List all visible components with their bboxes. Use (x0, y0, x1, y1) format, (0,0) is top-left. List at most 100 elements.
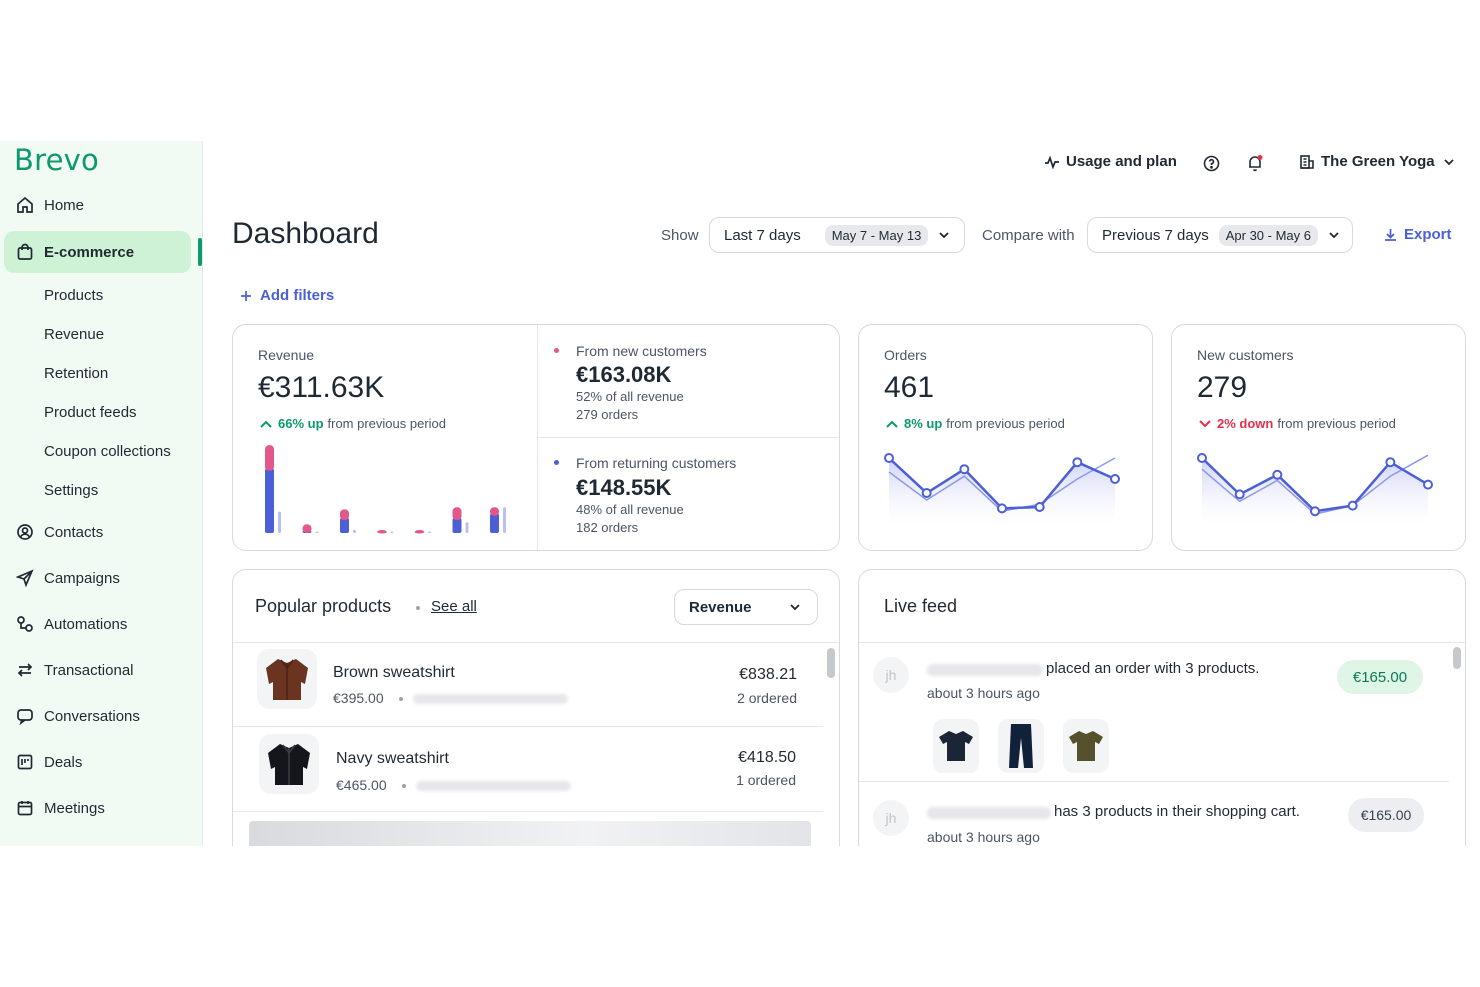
new-customers-trend-text: from previous period (1277, 416, 1396, 431)
notifications-button[interactable] (1246, 154, 1264, 172)
sidebar-item-deals[interactable]: Deals (4, 741, 191, 783)
revenue-trend-text: from previous period (327, 416, 447, 431)
customer-name-redacted (927, 807, 1051, 819)
bar-previous (353, 529, 356, 533)
orders-trend-value: 8% up (904, 416, 943, 431)
automation-icon (14, 613, 36, 635)
export-label: Export (1404, 226, 1452, 243)
brown-sweatshirt-icon (257, 649, 317, 709)
account-switcher[interactable]: The Green Yoga (1299, 153, 1455, 170)
sidebar-subitem-coupon-collections[interactable]: Coupon collections (44, 443, 171, 460)
popular-products-panel: Popular products See all Revenue Brown s… (232, 569, 840, 846)
sidebar-item-label: Contacts (44, 523, 104, 541)
bar-previous (503, 507, 506, 533)
scrollbar-thumb[interactable] (827, 648, 835, 678)
usage-and-plan-button[interactable]: Usage and plan (1044, 153, 1177, 170)
product-price: €395.00 (333, 690, 384, 706)
sidebar-subitem-product-feeds[interactable]: Product feeds (44, 404, 137, 421)
revenue-card: Revenue €311.63K 66% up from previous pe… (232, 324, 840, 551)
bar-new (340, 509, 349, 520)
sidebar: Brevo Home E-commerce Products Revenue R… (0, 141, 203, 846)
bar-previous (315, 531, 319, 533)
revenue-segment-divider (537, 437, 839, 438)
loading-row-placeholder (249, 821, 811, 846)
active-indicator (198, 238, 202, 266)
deals-icon (14, 751, 36, 773)
metric-value: Revenue (689, 598, 752, 616)
orders-trend-text: from previous period (946, 416, 1065, 431)
feed-event-text: placed an order with 3 products. (1046, 660, 1260, 677)
period-chip: May 7 - May 13 (824, 224, 929, 246)
arrow-down-icon (1199, 419, 1211, 429)
see-all-link[interactable]: See all (431, 598, 477, 615)
sidebar-item-conversations[interactable]: Conversations (4, 695, 191, 737)
sidebar-item-automations[interactable]: Automations (4, 603, 191, 645)
tshirt-olive-icon (1063, 719, 1109, 773)
feed-event-time: about 3 hours ago (927, 829, 1040, 845)
data-point (1197, 453, 1207, 463)
bar-new (415, 530, 424, 534)
sidebar-item-meetings[interactable]: Meetings (4, 787, 191, 829)
sidebar-item-ecommerce[interactable]: E-commerce (4, 231, 191, 273)
revenue-label: Revenue (258, 347, 315, 363)
bar-previous (465, 522, 469, 533)
sidebar-subitem-revenue[interactable]: Revenue (44, 326, 105, 343)
bar-new (377, 530, 387, 534)
revenue-bar-chart (265, 445, 506, 534)
arrow-up-icon (260, 419, 272, 429)
chat-icon (14, 705, 36, 727)
plus-icon (240, 290, 252, 302)
chevron-down-icon (1328, 229, 1340, 241)
area-fill (889, 458, 1115, 525)
bar-new (265, 445, 274, 471)
new-customers-title: From new customers (576, 343, 707, 359)
returning-customers-orders: 182 orders (576, 520, 639, 535)
trousers-navy-icon (998, 719, 1044, 773)
sidebar-subitem-retention[interactable]: Retention (44, 365, 109, 382)
arrow-up-icon (886, 419, 898, 429)
new-customers-share: 52% of all revenue (576, 389, 684, 404)
compare-select[interactable]: Previous 7 days Apr 30 - May 6 (1087, 217, 1353, 253)
revenue-card-divider (537, 325, 538, 550)
export-button[interactable]: Export (1383, 226, 1452, 243)
data-point (1310, 506, 1320, 517)
sidebar-item-contacts[interactable]: Contacts (4, 511, 191, 553)
returning-customers-dot (554, 460, 559, 465)
scrollbar-thumb[interactable] (1453, 647, 1461, 669)
new-customers-count: 279 (1197, 371, 1248, 404)
help-button[interactable] (1203, 155, 1220, 172)
help-icon (1203, 155, 1220, 172)
separator-dot (399, 697, 403, 701)
sidebar-item-transactional[interactable]: Transactional (4, 649, 191, 691)
product-revenue: €838.21 (739, 666, 797, 683)
data-point (1072, 457, 1083, 468)
sidebar-subitem-products[interactable]: Products (44, 287, 104, 304)
account-name: The Green Yoga (1321, 153, 1435, 170)
add-filters-button[interactable]: Add filters (240, 287, 334, 304)
sidebar-item-label: Deals (44, 753, 83, 771)
sidebar-item-campaigns[interactable]: Campaigns (4, 557, 191, 599)
sidebar-item-label: Conversations (44, 707, 140, 725)
live-feed-title: Live feed (884, 596, 958, 616)
orders-card: Orders 461 8% up from previous period (858, 324, 1153, 551)
send-icon (14, 567, 36, 589)
sidebar-item-label: Meetings (44, 799, 105, 817)
activity-icon (1044, 154, 1060, 170)
sidebar-item-home[interactable]: Home (4, 184, 191, 226)
metric-select[interactable]: Revenue (674, 589, 818, 625)
chevron-down-icon (938, 229, 950, 241)
period-select[interactable]: Last 7 days May 7 - May 13 (709, 217, 965, 253)
popular-products-title: Popular products (255, 596, 392, 616)
returning-customers-share: 48% of all revenue (576, 502, 684, 517)
orders-trend: 8% up from previous period (886, 416, 1065, 431)
data-point (1347, 500, 1358, 511)
brand-logo[interactable]: Brevo (14, 143, 99, 177)
building-icon (1299, 154, 1315, 170)
revenue-value: €311.63K (258, 371, 385, 404)
sidebar-item-label: E-commerce (44, 243, 135, 261)
tshirt-navy-icon (933, 719, 979, 773)
avatar: jh (873, 800, 909, 836)
order-amount-badge: €165.00 (1337, 660, 1423, 694)
bar-new (302, 524, 312, 533)
sidebar-subitem-settings[interactable]: Settings (44, 482, 99, 499)
